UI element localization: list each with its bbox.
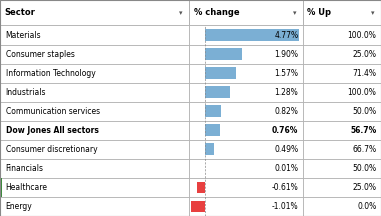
Bar (189, 83, 303, 102)
Bar (303, 159, 381, 178)
Bar (0, 25, 189, 44)
Text: 100.0%: 100.0% (347, 30, 376, 40)
Bar (205, 86, 230, 98)
Text: 71.4%: 71.4% (352, 69, 376, 78)
Text: ▾: ▾ (293, 10, 296, 16)
Bar (0, 197, 189, 216)
Text: Information Technology: Information Technology (6, 69, 96, 78)
Bar (0, 140, 189, 159)
Text: 25.0%: 25.0% (352, 183, 376, 192)
Text: 25.0%: 25.0% (352, 49, 376, 59)
Bar (303, 25, 381, 44)
Bar (205, 143, 214, 155)
Bar (0, 178, 189, 197)
Text: 0.0%: 0.0% (357, 202, 376, 211)
Bar (0, 0, 189, 25)
Text: ▾: ▾ (371, 10, 375, 16)
Text: 1.28%: 1.28% (275, 88, 298, 97)
Bar (205, 48, 242, 60)
Bar (0, 159, 189, 178)
Bar (303, 64, 381, 83)
Text: 100.0%: 100.0% (347, 88, 376, 97)
Text: 66.7%: 66.7% (352, 145, 376, 154)
Text: Consumer discretionary: Consumer discretionary (6, 145, 97, 154)
Bar (189, 64, 303, 83)
Bar (189, 197, 303, 216)
Text: 50.0%: 50.0% (352, 107, 376, 116)
Bar (0, 83, 189, 102)
Text: % change: % change (194, 8, 240, 17)
Text: Industrials: Industrials (6, 88, 46, 97)
Bar (0, 102, 189, 121)
Text: ▾: ▾ (179, 10, 183, 16)
Bar (189, 44, 303, 64)
Text: Energy: Energy (6, 202, 32, 211)
Bar (303, 44, 381, 64)
Bar (303, 102, 381, 121)
Bar (303, 178, 381, 197)
Text: Financials: Financials (6, 164, 44, 173)
Bar (0, 178, 2, 197)
Bar (303, 197, 381, 216)
Text: 4.77%: 4.77% (274, 30, 298, 40)
Text: 1.90%: 1.90% (274, 49, 298, 59)
Bar (303, 83, 381, 102)
Text: % Up: % Up (307, 8, 331, 17)
Text: Sector: Sector (5, 8, 35, 17)
Bar (191, 201, 205, 212)
Text: -0.61%: -0.61% (272, 183, 298, 192)
Bar (0, 64, 189, 83)
Text: 1.57%: 1.57% (274, 69, 298, 78)
Bar (189, 25, 303, 44)
Text: Consumer staples: Consumer staples (6, 49, 75, 59)
Text: 50.0%: 50.0% (352, 164, 376, 173)
Bar (189, 121, 303, 140)
Text: Healthcare: Healthcare (6, 183, 48, 192)
Bar (0, 44, 189, 64)
Text: Communication services: Communication services (6, 107, 100, 116)
Text: 0.01%: 0.01% (274, 164, 298, 173)
Bar (303, 0, 381, 25)
Text: 0.49%: 0.49% (274, 145, 298, 154)
Text: 56.7%: 56.7% (350, 126, 376, 135)
Text: 0.76%: 0.76% (272, 126, 298, 135)
Bar (205, 29, 299, 41)
Bar (189, 159, 303, 178)
Text: -1.01%: -1.01% (272, 202, 298, 211)
Bar (197, 181, 205, 193)
Bar (205, 105, 221, 117)
Bar (0, 121, 189, 140)
Bar (303, 121, 381, 140)
Bar (205, 67, 236, 79)
Text: 0.82%: 0.82% (274, 107, 298, 116)
Bar (205, 124, 220, 136)
Bar (189, 178, 303, 197)
Bar (189, 140, 303, 159)
Bar (189, 0, 303, 25)
Bar (303, 140, 381, 159)
Bar (189, 102, 303, 121)
Text: Materials: Materials (6, 30, 42, 40)
Text: Dow Jones All sectors: Dow Jones All sectors (6, 126, 99, 135)
